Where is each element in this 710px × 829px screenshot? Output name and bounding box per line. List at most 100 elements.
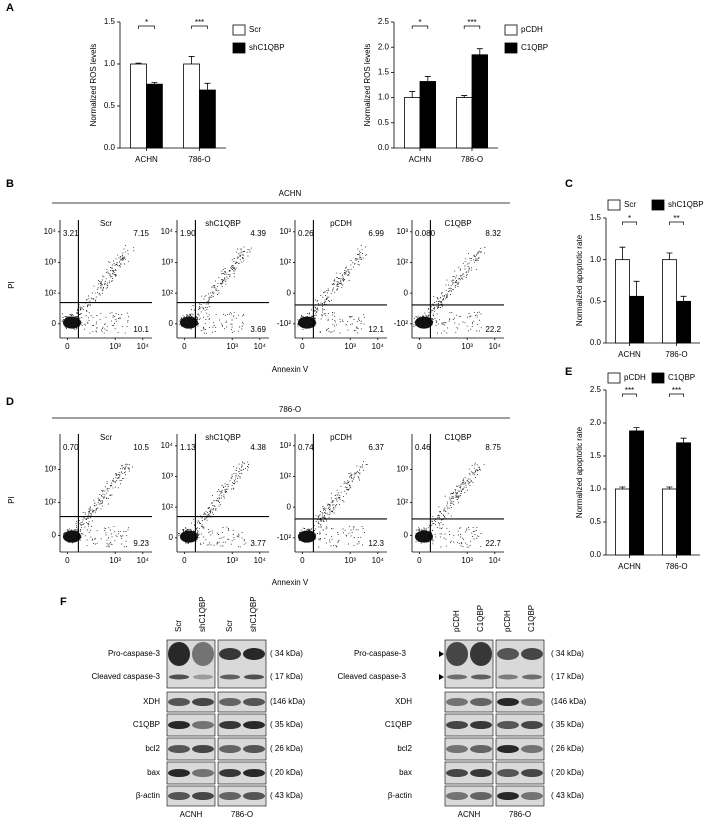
blot-background bbox=[444, 761, 494, 785]
molecular-weight: ( 17 kDa) bbox=[270, 672, 303, 681]
quadrant-value: 7.15 bbox=[133, 229, 149, 238]
molecular-weight: ( 17 kDa) bbox=[551, 672, 584, 681]
band bbox=[470, 769, 492, 777]
x-tick-label: 10³ bbox=[344, 556, 356, 565]
molecular-weight: ( 20 kDa) bbox=[270, 768, 303, 777]
y-tick-label: 10² bbox=[161, 502, 173, 511]
band bbox=[192, 721, 214, 729]
y-tick-label: 0.0 bbox=[590, 338, 602, 347]
error-bar bbox=[619, 246, 626, 260]
molecular-weight: ( 34 kDa) bbox=[270, 649, 303, 658]
molecular-weight: ( 35 kDa) bbox=[551, 720, 584, 729]
band bbox=[243, 698, 265, 706]
molecular-weight: (146 kDa) bbox=[270, 697, 305, 706]
band bbox=[243, 769, 265, 777]
band bbox=[446, 769, 468, 777]
y-tick-label: 2.0 bbox=[590, 418, 602, 427]
blot-background bbox=[217, 713, 267, 737]
error-bar bbox=[135, 62, 142, 64]
quadrant-value: 4.39 bbox=[250, 229, 266, 238]
blot-background bbox=[495, 761, 545, 785]
band bbox=[168, 698, 190, 706]
band bbox=[168, 769, 190, 777]
band bbox=[219, 792, 241, 800]
bar bbox=[629, 430, 645, 556]
y-axis-title: Normalized ROS levels bbox=[89, 44, 98, 127]
band bbox=[521, 698, 543, 706]
sample-label: Scr bbox=[100, 219, 112, 228]
legend-swatch bbox=[651, 199, 665, 211]
protein-label: bax bbox=[399, 768, 412, 777]
x-tick-label: 0 bbox=[65, 342, 70, 351]
y-tick-label: 1.0 bbox=[104, 59, 116, 68]
flow-group-title: 786-O bbox=[279, 405, 301, 414]
bar bbox=[662, 488, 677, 556]
band-arrow bbox=[439, 674, 444, 680]
x-tick-label: 0 bbox=[417, 556, 422, 565]
sample-label: Scr bbox=[100, 433, 112, 442]
x-tick-label: ACHN bbox=[618, 562, 641, 571]
bar bbox=[662, 259, 677, 344]
y-tick-label: 0 bbox=[52, 319, 57, 328]
bar bbox=[146, 83, 163, 149]
legend-label: shC1QBP bbox=[249, 43, 285, 52]
blot-background bbox=[495, 737, 545, 761]
panel-label: C bbox=[565, 178, 573, 190]
blot-background bbox=[495, 691, 545, 713]
band bbox=[497, 648, 519, 660]
flow-group-title: ACHN bbox=[279, 189, 302, 198]
error-bar bbox=[633, 280, 640, 297]
y-tick-label: 0 bbox=[169, 319, 174, 328]
protein-label: β-actin bbox=[388, 791, 412, 800]
y-axis-title: Normalized ROS levels bbox=[363, 44, 372, 127]
x-axis-title: Annexin V bbox=[272, 578, 309, 587]
y-tick-label: 0.5 bbox=[590, 517, 602, 526]
error-bar bbox=[633, 427, 640, 431]
significance-label: * bbox=[145, 18, 148, 27]
blot-background bbox=[217, 761, 267, 785]
x-tick-label: 10⁴ bbox=[372, 556, 385, 565]
y-tick-label: 10⁴ bbox=[161, 441, 174, 450]
lane-label: Scr bbox=[225, 620, 234, 632]
lane-label: shC1QBP bbox=[249, 596, 258, 632]
blot-background bbox=[166, 761, 216, 785]
band bbox=[219, 721, 241, 729]
x-tick-label: 10³ bbox=[109, 342, 121, 351]
protein-label: bcl2 bbox=[397, 744, 412, 753]
band bbox=[193, 674, 213, 680]
band bbox=[244, 674, 264, 680]
quadrant-value: 0.74 bbox=[298, 443, 314, 452]
protein-label: C1QBP bbox=[385, 720, 412, 729]
y-tick-label: 10³ bbox=[396, 465, 408, 474]
band bbox=[522, 674, 542, 680]
error-bar bbox=[666, 252, 673, 260]
y-tick-label: 10³ bbox=[44, 258, 56, 267]
bar bbox=[471, 54, 489, 149]
band bbox=[446, 698, 468, 706]
blot-background bbox=[444, 785, 494, 807]
band bbox=[470, 745, 492, 753]
x-tick-label: 786-O bbox=[188, 155, 210, 164]
quadrant-value: 4.38 bbox=[250, 443, 266, 452]
protein-label: bax bbox=[147, 768, 160, 777]
band bbox=[168, 642, 190, 666]
x-tick-label: 786-O bbox=[461, 155, 483, 164]
y-tick-label: 0.5 bbox=[590, 296, 602, 305]
significance-label: * bbox=[418, 18, 421, 27]
quadrant-value: 1.13 bbox=[180, 443, 196, 452]
lane-label: C1QBP bbox=[527, 605, 536, 632]
lane-label: C1QBP bbox=[476, 605, 485, 632]
x-tick-label: 10⁴ bbox=[137, 342, 150, 351]
x-tick-label: 10³ bbox=[109, 556, 121, 565]
significance-label: *** bbox=[195, 18, 204, 27]
y-tick-label: 10³ bbox=[161, 258, 173, 267]
y-tick-label: 10² bbox=[279, 472, 291, 481]
legend-swatch bbox=[607, 199, 621, 211]
y-tick-label: 0.5 bbox=[104, 101, 116, 110]
quadrant-value: 9.23 bbox=[133, 539, 149, 548]
quadrant-value: 0.46 bbox=[415, 443, 431, 452]
band bbox=[219, 648, 241, 660]
y-tick-label: 1.5 bbox=[590, 451, 602, 460]
legend-label: pCDH bbox=[521, 25, 543, 34]
molecular-weight: ( 43 kDa) bbox=[551, 791, 584, 800]
